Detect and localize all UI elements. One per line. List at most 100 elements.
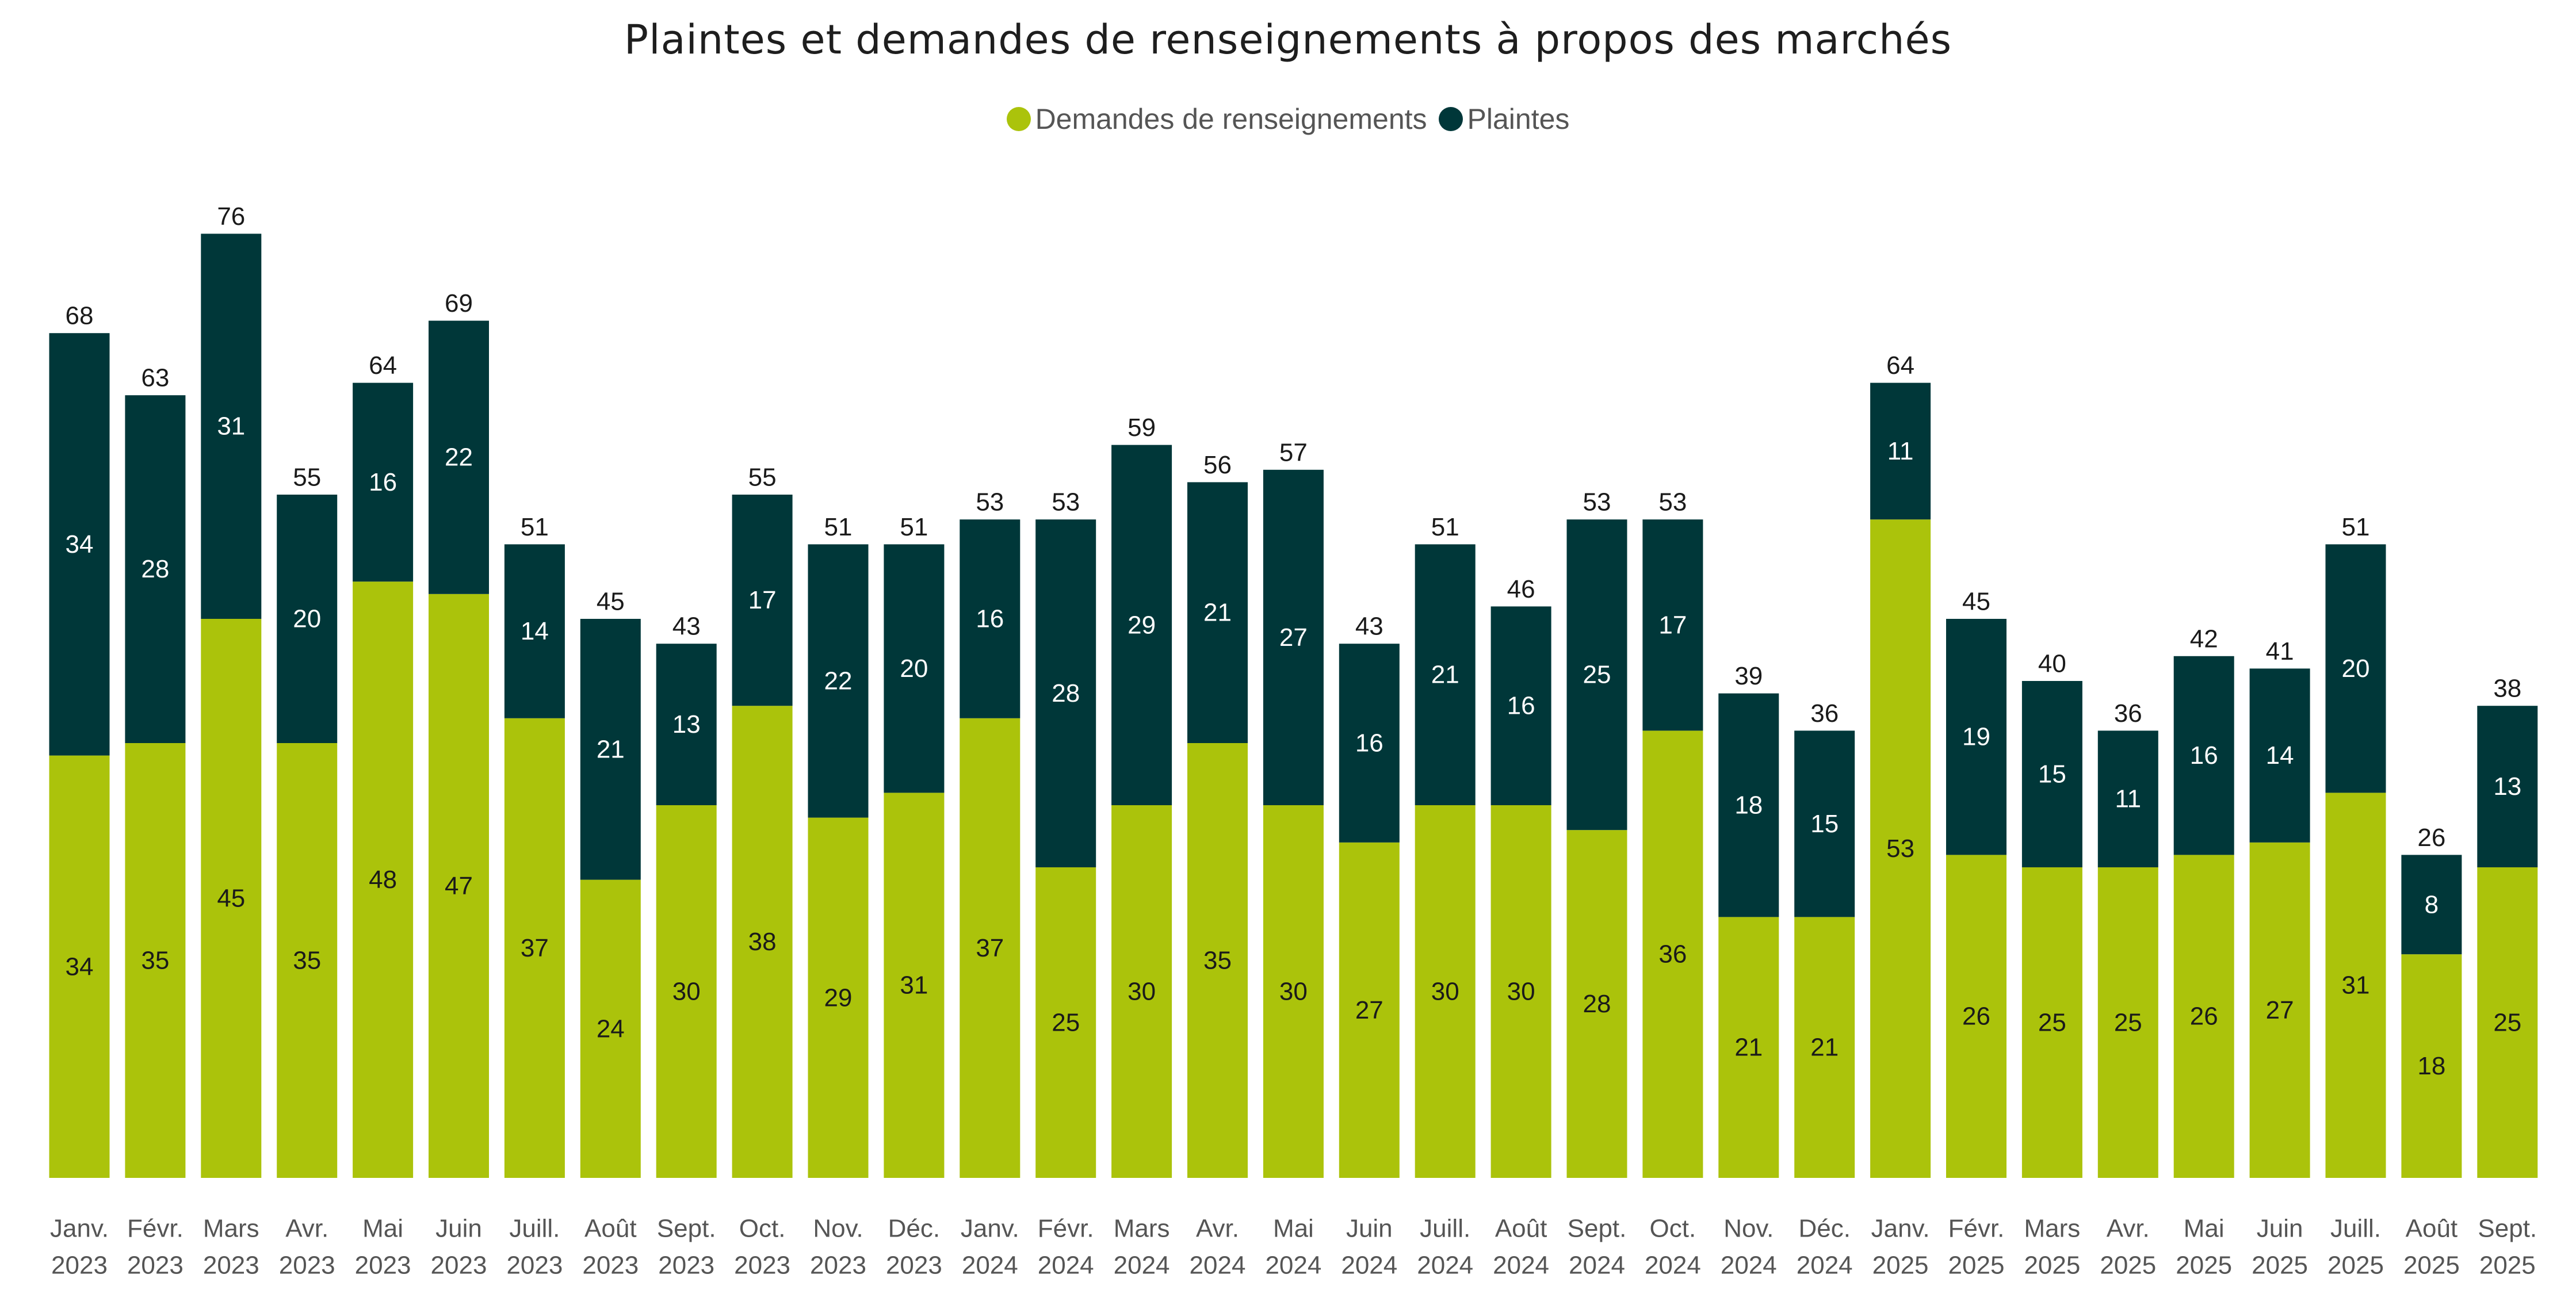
data-label-demandes: 25 — [2493, 1009, 2521, 1037]
bar-plaintes[interactable] — [1794, 730, 1855, 917]
bar-plaintes[interactable] — [2097, 730, 2158, 867]
bar-demandes[interactable] — [2021, 867, 2082, 1178]
bar-demandes[interactable] — [1263, 805, 1324, 1178]
bar-demandes[interactable] — [1718, 917, 1779, 1178]
x-tick-label-year: 2024 — [1265, 1252, 1321, 1280]
bar-demandes[interactable] — [1035, 867, 1096, 1178]
data-label-plaintes: 29 — [1128, 611, 1156, 639]
bar-demandes[interactable] — [277, 743, 338, 1178]
bar-plaintes[interactable] — [1263, 469, 1324, 805]
bar-demandes[interactable] — [1111, 805, 1172, 1178]
x-tick-label-month: Nov. — [1723, 1215, 1774, 1243]
bar-plaintes[interactable] — [429, 320, 489, 594]
bar-plaintes[interactable] — [884, 544, 945, 793]
bar-demandes[interactable] — [1794, 917, 1855, 1178]
bar-demandes[interactable] — [353, 581, 414, 1178]
bar-plaintes[interactable] — [580, 619, 641, 880]
legend-item-plaintes[interactable]: Plaintes — [1438, 102, 1569, 136]
bar-demandes[interactable] — [2097, 867, 2158, 1178]
bar-demandes[interactable] — [1870, 519, 1931, 1178]
x-tick-label-year: 2025 — [1872, 1252, 1929, 1280]
x-tick-label-month: Oct. — [739, 1215, 786, 1243]
bar-demandes[interactable] — [201, 619, 262, 1178]
bar-demandes[interactable] — [960, 718, 1021, 1178]
x-tick-label-year: 2023 — [127, 1252, 184, 1280]
bar-demandes[interactable] — [49, 755, 110, 1178]
x-tick-label-year: 2023 — [810, 1252, 866, 1280]
data-label-demandes: 18 — [2417, 1052, 2445, 1080]
bar-plaintes[interactable] — [49, 333, 110, 756]
bar-plaintes[interactable] — [2477, 706, 2538, 867]
bar-plaintes[interactable] — [1035, 519, 1096, 867]
data-label-demandes: 30 — [1279, 978, 1308, 1006]
bar-plaintes[interactable] — [808, 544, 869, 818]
bar-plaintes[interactable] — [277, 495, 338, 743]
data-label-total: 26 — [2417, 824, 2445, 852]
bar-plaintes[interactable] — [2173, 656, 2234, 855]
bar-demandes[interactable] — [732, 706, 793, 1178]
bar-plaintes[interactable] — [504, 544, 565, 718]
bar-demandes[interactable] — [429, 594, 489, 1178]
bar-plaintes[interactable] — [1490, 606, 1551, 805]
legend-item-demandes[interactable]: Demandes de renseignements — [1006, 102, 1427, 136]
bar-plaintes[interactable] — [1718, 693, 1779, 917]
x-tick-label-year: 2025 — [2100, 1252, 2156, 1280]
bar-plaintes[interactable] — [201, 234, 262, 619]
data-label-demandes: 45 — [217, 885, 245, 913]
bar-plaintes[interactable] — [1642, 519, 1703, 731]
bar-plaintes[interactable] — [1339, 644, 1400, 843]
x-tick-label-month: Avr. — [285, 1215, 328, 1243]
bar-plaintes[interactable] — [1566, 519, 1627, 831]
data-label-plaintes: 17 — [748, 586, 777, 614]
bar-plaintes[interactable] — [2325, 544, 2386, 793]
data-label-plaintes: 14 — [2266, 741, 2294, 770]
bar-demandes[interactable] — [2249, 842, 2310, 1178]
bar-plaintes[interactable] — [2249, 668, 2310, 843]
x-tick-label-month: Févr. — [1948, 1215, 2005, 1243]
bar-demandes[interactable] — [656, 805, 717, 1178]
bar-plaintes[interactable] — [1415, 544, 1476, 805]
bar-plaintes[interactable] — [2401, 855, 2462, 955]
bar-plaintes[interactable] — [732, 495, 793, 706]
bar-demandes[interactable] — [1642, 730, 1703, 1178]
bar-demandes[interactable] — [1490, 805, 1551, 1178]
legend-label-demandes: Demandes de renseignements — [1035, 103, 1427, 135]
bar-demandes[interactable] — [125, 743, 186, 1178]
bar-demandes[interactable] — [1187, 743, 1248, 1178]
x-tick-label-month: Sept. — [1568, 1215, 1627, 1243]
bar-demandes[interactable] — [2325, 793, 2386, 1178]
bar-plaintes[interactable] — [960, 519, 1021, 718]
x-tick-label-month: Août — [2406, 1215, 2458, 1243]
bar-demandes[interactable] — [884, 793, 945, 1178]
bar-demandes[interactable] — [1566, 830, 1627, 1178]
data-label-total: 53 — [1052, 488, 1080, 516]
bar-plaintes[interactable] — [125, 395, 186, 743]
bar-plaintes[interactable] — [1187, 482, 1248, 743]
data-label-plaintes: 28 — [141, 555, 169, 583]
bar-plaintes[interactable] — [1946, 619, 2006, 855]
bar-plaintes[interactable] — [353, 382, 414, 582]
bar-demandes[interactable] — [1339, 842, 1400, 1178]
data-label-total: 53 — [976, 488, 1004, 516]
x-tick-label-year: 2023 — [279, 1252, 335, 1280]
bar-demandes[interactable] — [504, 718, 565, 1178]
bar-plaintes[interactable] — [656, 644, 717, 805]
bar-plaintes[interactable] — [1870, 382, 1931, 520]
bar-demandes[interactable] — [2173, 855, 2234, 1178]
bar-plaintes[interactable] — [2021, 681, 2082, 867]
data-label-demandes: 53 — [1886, 835, 1914, 863]
x-tick-label-year: 2023 — [734, 1252, 790, 1280]
bar-demandes[interactable] — [580, 879, 641, 1178]
bar-demandes[interactable] — [1946, 855, 2006, 1178]
data-label-plaintes: 15 — [2038, 760, 2066, 789]
x-tick-label-year: 2023 — [582, 1252, 639, 1280]
bar-demandes[interactable] — [2477, 867, 2538, 1178]
bar-demandes[interactable] — [808, 817, 869, 1178]
chart-title: Plaintes et demandes de renseignements à… — [624, 16, 1952, 63]
x-tick-label-month: Mars — [1114, 1215, 1170, 1243]
bar-plaintes[interactable] — [1111, 445, 1172, 805]
data-label-demandes: 30 — [1128, 978, 1156, 1006]
x-tick-label-year: 2024 — [1417, 1252, 1473, 1280]
bar-demandes[interactable] — [2401, 954, 2462, 1178]
bar-demandes[interactable] — [1415, 805, 1476, 1178]
